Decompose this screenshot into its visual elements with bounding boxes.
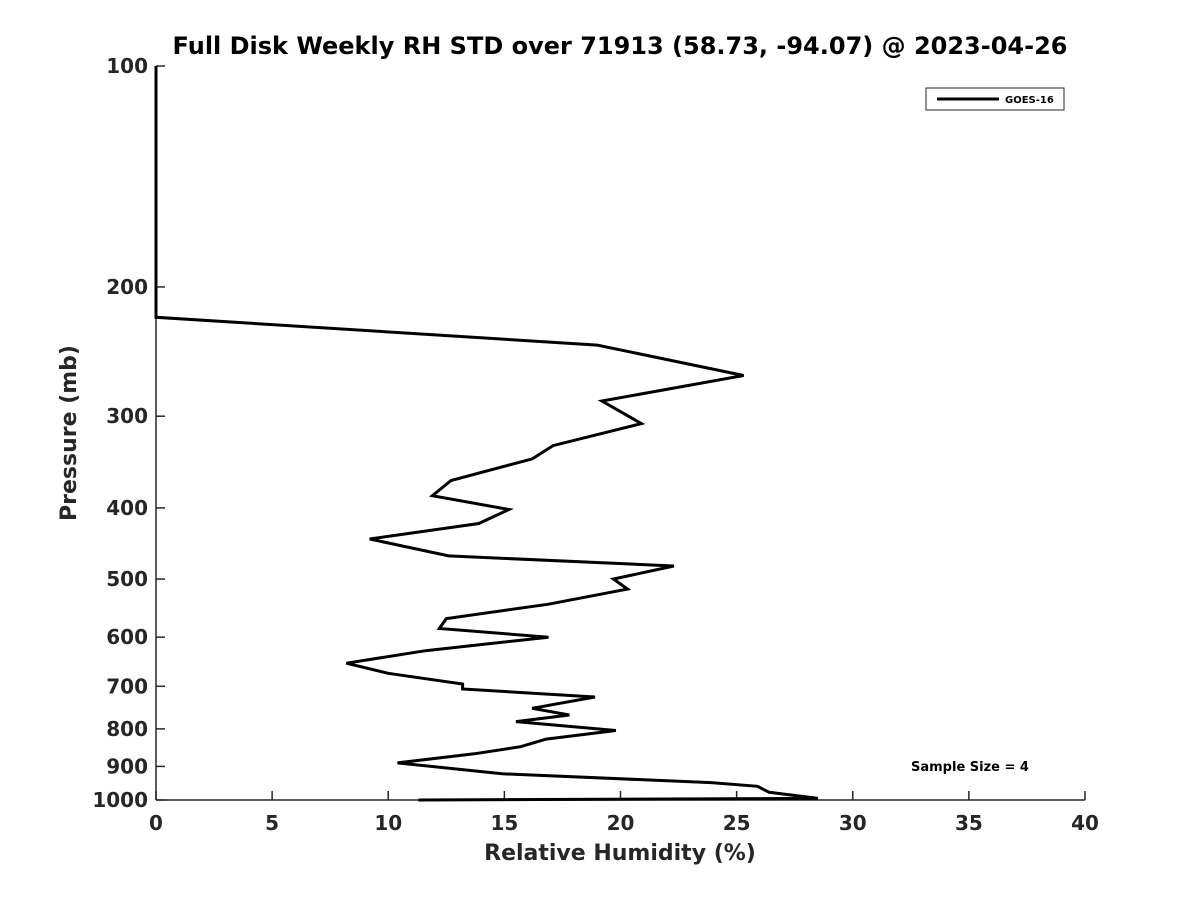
plot-area (154, 66, 819, 802)
series-line-goes-16 (154, 66, 819, 802)
y-tick-label: 100 (106, 54, 148, 78)
x-tick-label: 40 (1071, 811, 1099, 835)
chart-title: Full Disk Weekly RH STD over 71913 (58.7… (173, 32, 1068, 60)
y-tick-label: 800 (106, 717, 148, 741)
y-tick-label: 500 (106, 567, 148, 591)
axes (155, 66, 1085, 801)
x-tick-label: 20 (607, 811, 635, 835)
x-tick-label: 10 (374, 811, 402, 835)
x-axis-label: Relative Humidity (%) (484, 841, 756, 866)
legend: GOES-16 (925, 87, 1065, 111)
x-tick-label: 0 (149, 811, 163, 835)
legend-label: GOES-16 (1005, 95, 1054, 106)
y-axis-label: Pressure (mb) (57, 345, 82, 521)
y-tick-label: 300 (106, 404, 148, 428)
y-tick-label: 600 (106, 625, 148, 649)
x-tick-label: 25 (723, 811, 751, 835)
x-tick-label: 5 (265, 811, 279, 835)
y-tick-label: 900 (106, 754, 148, 778)
y-tick-label: 400 (106, 496, 148, 520)
y-tick-label: 200 (106, 275, 148, 299)
x-ticks: 0 5 10 15 20 25 30 35 40 (149, 791, 1099, 835)
x-tick-label: 35 (955, 811, 983, 835)
y-tick-label: 1000 (92, 788, 148, 812)
y-ticks: 100 200 300 400 500 600 700 800 900 1000 (92, 54, 165, 812)
x-tick-label: 30 (839, 811, 867, 835)
sample-size-annotation: Sample Size = 4 (911, 760, 1029, 775)
x-tick-label: 15 (490, 811, 518, 835)
y-tick-label: 700 (106, 674, 148, 698)
